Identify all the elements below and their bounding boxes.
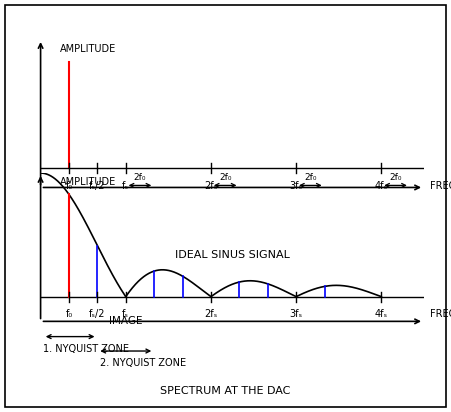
- Text: 3fₛ: 3fₛ: [290, 309, 303, 319]
- Text: 4fₛ: 4fₛ: [375, 181, 388, 191]
- Text: IDEAL SINUS SIGNAL: IDEAL SINUS SIGNAL: [175, 250, 290, 260]
- Text: fₛ: fₛ: [122, 181, 129, 191]
- Text: AMPLITUDE: AMPLITUDE: [60, 178, 116, 187]
- Text: FREQUENCY: FREQUENCY: [430, 309, 451, 319]
- Text: 1. NYQUIST ZONE: 1. NYQUIST ZONE: [43, 344, 129, 354]
- Text: 2fₛ: 2fₛ: [204, 309, 217, 319]
- Text: f₀: f₀: [65, 181, 73, 191]
- Text: FREQUENCY: FREQUENCY: [430, 181, 451, 191]
- Text: 2f₀: 2f₀: [134, 173, 146, 182]
- Text: 3fₛ: 3fₛ: [290, 181, 303, 191]
- Text: AMPLITUDE: AMPLITUDE: [60, 44, 116, 54]
- Text: 2f₀: 2f₀: [219, 173, 231, 182]
- Text: 2f₀: 2f₀: [304, 173, 317, 182]
- Text: fₛ/2: fₛ/2: [89, 309, 106, 319]
- Text: 4fₛ: 4fₛ: [375, 309, 388, 319]
- Text: SPECTRUM AT THE DAC: SPECTRUM AT THE DAC: [160, 386, 291, 396]
- Text: f₀: f₀: [65, 309, 73, 319]
- Text: IMAGE: IMAGE: [109, 316, 143, 326]
- Text: fₛ: fₛ: [122, 309, 129, 319]
- Text: 2. NYQUIST ZONE: 2. NYQUIST ZONE: [100, 358, 186, 368]
- Text: 2f₀: 2f₀: [389, 173, 402, 182]
- Text: fₛ/2: fₛ/2: [89, 181, 106, 191]
- Text: 2fₛ: 2fₛ: [204, 181, 217, 191]
